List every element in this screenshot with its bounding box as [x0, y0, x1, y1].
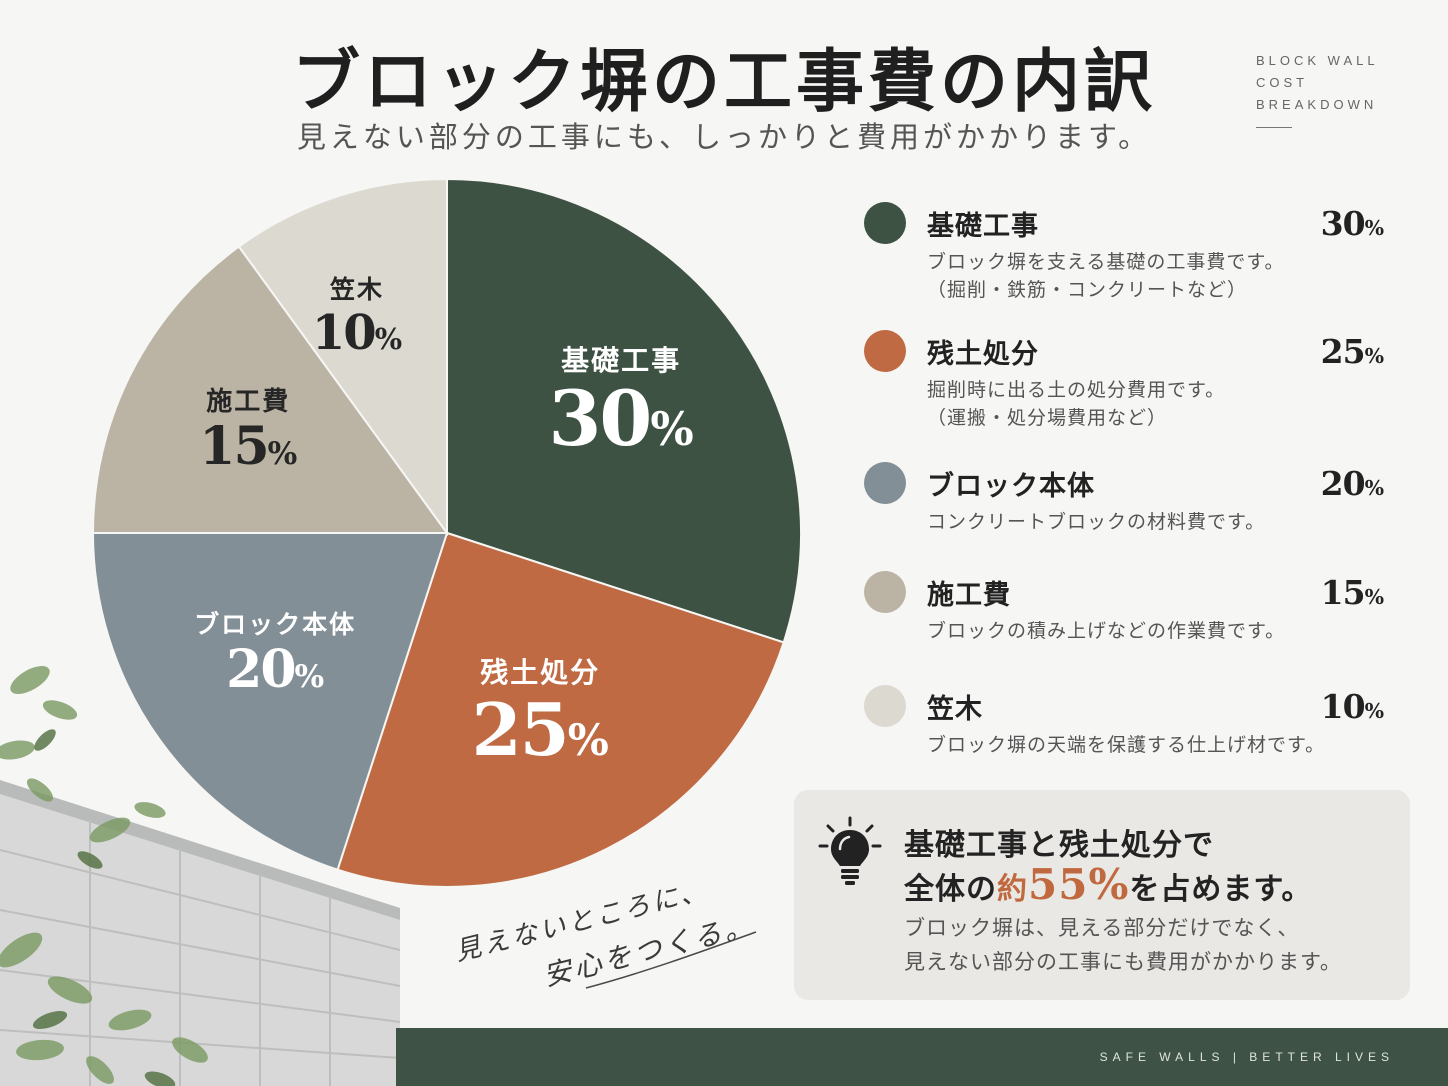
legend-description-line: 掘削時に出る土の処分費用です。: [927, 379, 1226, 401]
legend-description-line: （運搬・処分場費用など）: [927, 407, 1168, 429]
legend-description-line: ブロック塀を支える基礎の工事費です。: [927, 251, 1285, 273]
pie-label-unit: %: [650, 402, 694, 457]
page-subtitle: 見えない部分の工事にも、しっかりと費用がかかります。: [296, 120, 1152, 154]
english-title-line: COST: [1256, 75, 1309, 90]
legend-swatch: [864, 202, 906, 244]
pie-label-unit: %: [267, 435, 298, 472]
pie-label-unit: %: [374, 321, 403, 356]
footer-text: SAFE WALLS | BETTER LIVES: [1099, 1050, 1394, 1064]
page-title: ブロック塀の工事費の内訳: [291, 42, 1156, 122]
pie-label-unit: %: [567, 715, 609, 767]
pie-label-unit: %: [294, 659, 325, 696]
pie-label-name: ブロック本体: [194, 610, 357, 640]
pie-label-value: 10: [311, 304, 377, 361]
legend-swatch: [864, 330, 906, 372]
pie-label-kasagi: 笠木 10%: [312, 270, 402, 366]
legend-percent-value: 30: [1320, 204, 1366, 243]
pie-label-value: 20: [226, 639, 296, 701]
callout-accent-number: 55%: [1028, 860, 1130, 909]
pie-label-value: 25: [471, 687, 570, 773]
legend-description: ブロック塀を支える基礎の工事費です。 （掘削・鉄筋・コンクリートなど）: [927, 248, 1285, 304]
callout-headline-2: 全体の約55%を占めます。: [904, 860, 1312, 909]
pie-label-kiso: 基礎工事 30%: [549, 339, 694, 469]
english-title: BLOCK WALL COST BREAKDOWN: [1256, 50, 1379, 116]
legend-percent-unit: %: [1364, 344, 1384, 368]
legend-percent: 20%: [1321, 464, 1384, 503]
pie-label-block: ブロック本体 20%: [194, 605, 356, 706]
legend-name: 基礎工事: [927, 211, 1039, 242]
callout-text: を占めます。: [1129, 872, 1313, 907]
legend-percent-unit: %: [1364, 216, 1384, 240]
legend-percent: 10%: [1321, 687, 1384, 726]
pie-label-name: 基礎工事: [561, 344, 682, 378]
summary-callout: 基礎工事と残土処分で 全体の約55%を占めます。 ブロック塀は、見える部分だけで…: [794, 790, 1410, 1000]
footer-bar: SAFE WALLS | BETTER LIVES: [396, 1028, 1448, 1086]
legend-description: ブロックの積み上げなどの作業費です。: [927, 617, 1285, 645]
callout-body-2: 見えない部分の工事にも費用がかかります。: [904, 950, 1342, 974]
pie-label-sekou: 施工費 15%: [199, 381, 297, 483]
legend-name: 笠木: [927, 694, 983, 725]
callout-text: 全体の: [904, 872, 997, 907]
legend-percent-unit: %: [1364, 585, 1384, 609]
legend-percent-unit: %: [1364, 699, 1384, 723]
legend-percent: 15%: [1321, 573, 1384, 612]
pie-label-percent: 10%: [312, 306, 402, 366]
pie-label-name: 残土処分: [480, 656, 601, 690]
callout-headline-1: 基礎工事と残土処分で: [904, 828, 1214, 863]
handwritten-tagline: 見えないところに、 安心をつくる。: [452, 876, 758, 993]
pie-label-name: 笠木: [329, 274, 384, 304]
pie-label-value: 15: [199, 415, 269, 477]
pie-label-value: 30: [548, 374, 653, 464]
legend-percent-value: 10: [1320, 687, 1366, 726]
callout-body-1: ブロック塀は、見える部分だけでなく、: [904, 916, 1300, 940]
legend-name: 残土処分: [927, 339, 1039, 370]
legend-description: 掘削時に出る土の処分費用です。 （運搬・処分場費用など）: [927, 376, 1225, 432]
legend-swatch: [864, 685, 906, 727]
legend-percent-value: 25: [1320, 332, 1366, 371]
legend-swatch: [864, 571, 906, 613]
pie-label-percent: 20%: [194, 641, 356, 706]
legend-swatch: [864, 462, 906, 504]
legend-name: 施工費: [927, 580, 1011, 611]
english-title-line: BLOCK WALL: [1256, 53, 1379, 68]
legend-percent-value: 20: [1320, 464, 1366, 503]
legend-description-line: コンクリートブロックの材料費です。: [927, 511, 1266, 533]
lightbulb-icon: [818, 816, 882, 885]
legend-percent-value: 15: [1320, 573, 1366, 612]
pie-label-percent: 15%: [199, 415, 298, 483]
pie-label-percent: 30%: [549, 379, 694, 469]
legend-name: ブロック本体: [927, 471, 1095, 502]
legend-description: ブロック塀の天端を保護する仕上げ材です。: [927, 731, 1325, 759]
pie-label-name: 施工費: [206, 386, 291, 417]
tagline-underline: [585, 931, 757, 989]
legend-percent: 25%: [1321, 332, 1384, 371]
pie-label-zando: 残土処分 25%: [472, 651, 609, 780]
pie-label-percent: 25%: [472, 691, 609, 780]
legend-description-line: ブロックの積み上げなどの作業費です。: [927, 620, 1286, 642]
legend-percent: 30%: [1321, 204, 1384, 243]
legend-percent-unit: %: [1364, 476, 1384, 500]
legend-description-line: ブロック塀の天端を保護する仕上げ材です。: [927, 734, 1326, 756]
legend-description: コンクリートブロックの材料費です。: [927, 508, 1265, 536]
legend-description-line: （掘削・鉄筋・コンクリートなど）: [927, 279, 1248, 301]
english-title-line: BREAKDOWN: [1256, 97, 1378, 112]
divider: [1256, 127, 1292, 128]
callout-accent-text: 約: [997, 872, 1028, 907]
